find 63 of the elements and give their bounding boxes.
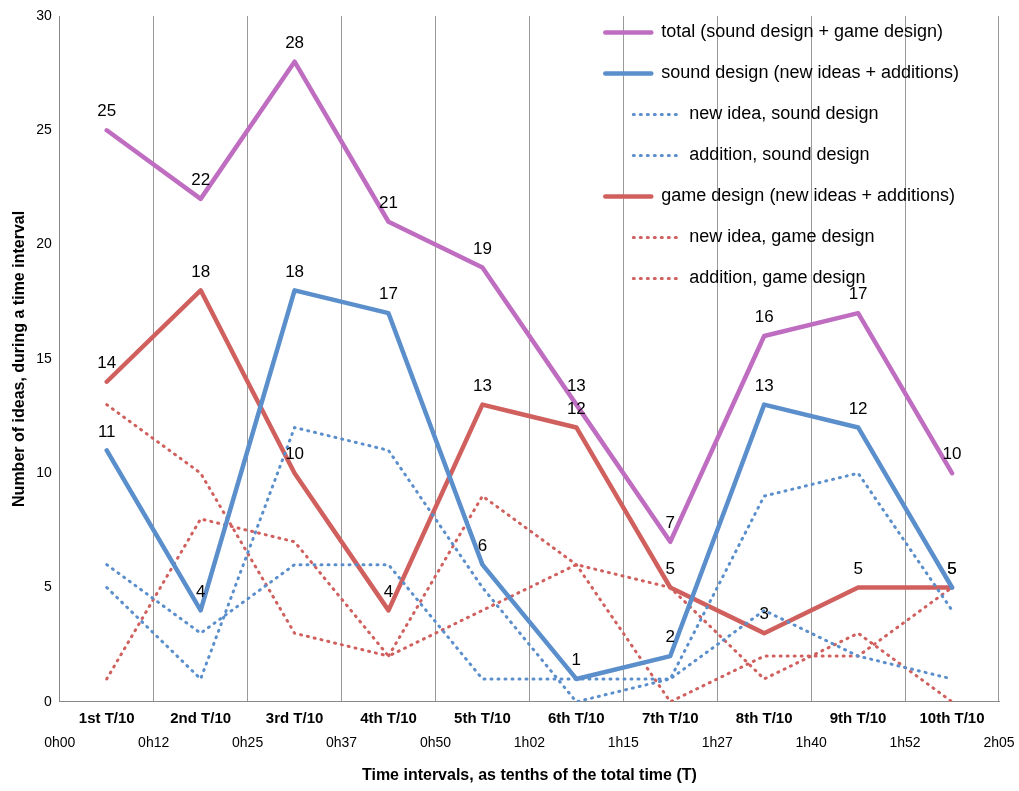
- data-label: 2: [665, 627, 675, 647]
- data-label: 28: [285, 32, 305, 52]
- data-label: 21: [379, 192, 398, 212]
- data-label: 10: [285, 444, 305, 464]
- legend-label: addition, sound design: [689, 144, 870, 165]
- data-label: 19: [472, 238, 492, 258]
- data-label: 6: [477, 535, 488, 555]
- y-tick-label: 25: [36, 121, 52, 138]
- data-label: 1: [571, 650, 582, 670]
- text: 1h02: [513, 733, 546, 750]
- x-tick-label: 7th T/10: [641, 708, 699, 726]
- data-label: 5: [947, 558, 957, 578]
- data-label: 13: [754, 375, 774, 395]
- x-tick-label: 5th T/10: [454, 708, 511, 726]
- y-tick-label: 0: [43, 692, 52, 709]
- legend-label: game design (new ideas + additions): [661, 185, 955, 206]
- text: 1h27: [701, 733, 734, 750]
- data-label: 16: [754, 307, 774, 327]
- text: 0h12: [138, 733, 170, 750]
- x-tick-label: 4th T/10: [360, 708, 417, 726]
- text: 2h05: [983, 733, 1015, 750]
- data-label: 18: [285, 261, 305, 281]
- data-label: 11: [97, 421, 116, 441]
- data-label: 4: [383, 581, 394, 601]
- y-tick-label: 5: [43, 578, 52, 595]
- text: 1h52: [889, 733, 921, 750]
- data-label: 14: [97, 352, 117, 372]
- data-label: 12: [848, 398, 868, 418]
- x-tick-label: 2nd T/10: [170, 708, 232, 726]
- data-label: 22: [191, 170, 211, 190]
- data-label: 13: [566, 375, 586, 395]
- text: 0h00: [44, 733, 76, 750]
- legend-label: new idea, game design: [689, 226, 875, 247]
- data-label: 13: [472, 375, 492, 395]
- x-tick-label: 8th T/10: [735, 708, 793, 726]
- text: 0h50: [419, 733, 452, 750]
- data-label: 18: [191, 261, 211, 281]
- y-tick-label: 10: [36, 464, 52, 481]
- x-tick-label: 3rd T/10: [265, 708, 324, 726]
- text: 1h15: [607, 733, 640, 750]
- y-tick-label: 20: [36, 235, 52, 252]
- data-label: 17: [379, 284, 398, 304]
- data-label: 4: [195, 581, 206, 601]
- legend-label: new idea, sound design: [689, 103, 879, 124]
- x-tick-label: 9th T/10: [829, 708, 887, 726]
- data-label: 5: [853, 558, 863, 578]
- data-label: 10: [942, 444, 962, 464]
- y-tick-label: 30: [36, 6, 52, 23]
- x-tick-label: 6th T/10: [548, 708, 605, 726]
- y-axis-title: Number of ideas, during a time interval: [10, 210, 28, 507]
- x-axis-title: Time intervals, as tenths of the total time (T): [361, 765, 697, 783]
- text: 1h40: [795, 733, 827, 750]
- data-label: 7: [665, 512, 675, 532]
- y-tick-label: 15: [36, 349, 52, 366]
- data-label: 25: [97, 101, 117, 121]
- data-label: 5: [665, 558, 675, 578]
- x-tick-label: 10th T/10: [919, 708, 985, 726]
- legend-label: total (sound design + game design): [661, 21, 943, 42]
- legend-label: sound design (new ideas + additions): [661, 62, 960, 83]
- x-tick-label: 1st T/10: [78, 708, 135, 726]
- text: 0h37: [325, 733, 358, 750]
- text: 0h25: [232, 733, 264, 750]
- data-label: 3: [759, 604, 769, 624]
